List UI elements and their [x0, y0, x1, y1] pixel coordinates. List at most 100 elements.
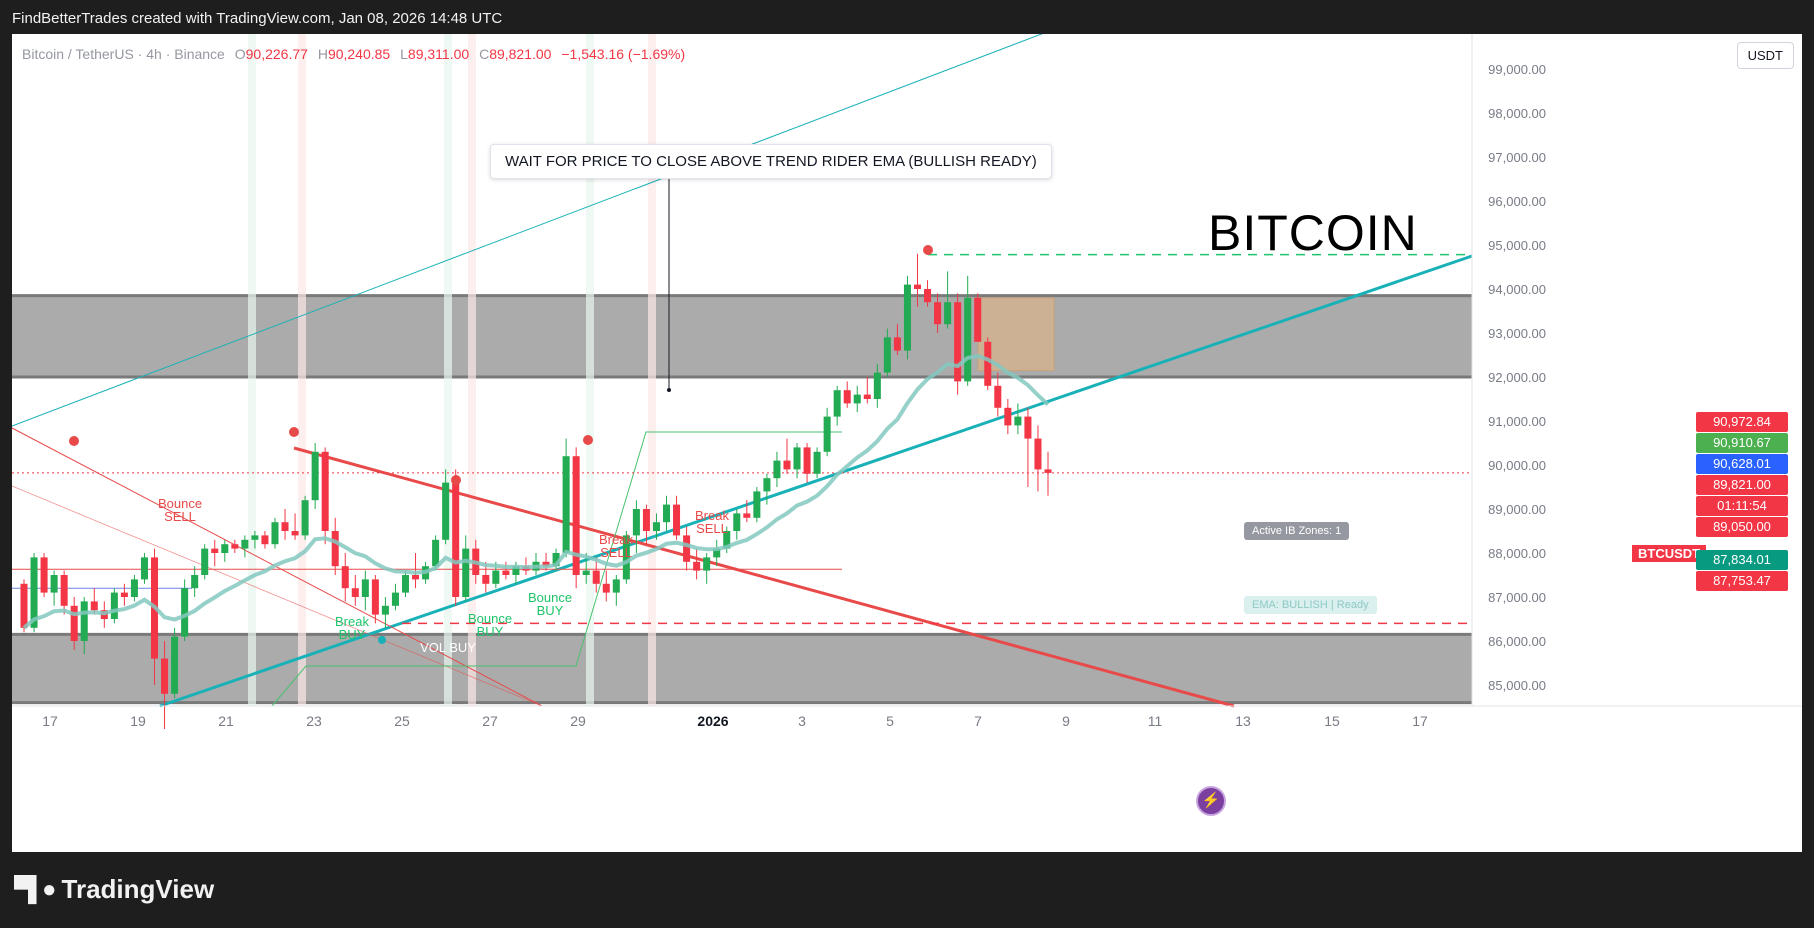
bounce-buy-label-1-1: BUY	[477, 624, 504, 639]
price-badge: 90,628.01	[1696, 454, 1788, 475]
candle-body	[974, 297, 982, 342]
x-tick-label: 25	[394, 713, 410, 729]
lightning-icon[interactable]: ⚡	[1196, 786, 1226, 816]
candle-body	[181, 588, 189, 637]
candle-body	[452, 482, 460, 597]
price-badge: 90,972.84	[1696, 412, 1788, 433]
candle-body	[562, 456, 570, 553]
chart-area[interactable]: Bounce SELL Break SELL Break SELL Break BUY Boun…	[12, 34, 1802, 852]
change-value: −1,543.16 (−1.69%)	[561, 46, 686, 62]
price-badge: 90,910.67	[1696, 433, 1788, 454]
candle-body	[673, 504, 681, 536]
candle-body	[642, 509, 650, 531]
x-tick-label: 17	[1412, 713, 1428, 729]
price-badge: 89,050.00	[1696, 517, 1788, 538]
green-range-outline	[271, 431, 842, 707]
symbol-price-tag: BTCUSDT	[1632, 545, 1707, 562]
candle-body	[954, 302, 962, 382]
break-buy-label-1: BUY	[339, 627, 366, 642]
break-sell-label-1-0: Break	[599, 532, 633, 547]
candle-body	[883, 337, 891, 373]
candle-body	[693, 561, 701, 571]
price-badge: 87,753.47	[1696, 571, 1788, 592]
candle-body	[1034, 438, 1042, 470]
candle-body	[130, 579, 138, 597]
candle-body	[412, 575, 420, 580]
break-sell-label-1-1: SELL	[600, 545, 632, 560]
falling-thin-line-2	[12, 485, 543, 707]
chart-title-text: BITCOIN	[1208, 205, 1418, 261]
candle-body	[391, 592, 399, 606]
zone-1	[12, 634, 1472, 703]
candle-body	[763, 478, 771, 492]
x-tick-label: 2026	[697, 713, 728, 729]
candle-body	[934, 302, 942, 325]
candle-body	[602, 583, 610, 593]
candle-body	[994, 385, 1002, 408]
candle-body	[803, 447, 811, 474]
candle-body	[321, 451, 329, 531]
y-tick-label: 89,000.00	[1488, 502, 1546, 517]
x-tick-label: 27	[482, 713, 498, 729]
candle-body	[964, 297, 972, 382]
candle-body	[90, 601, 98, 611]
signal-dot-3	[583, 435, 593, 445]
candle-body	[161, 658, 169, 694]
candle-body	[723, 531, 731, 549]
candle-body	[743, 513, 751, 518]
candle-body	[251, 535, 259, 540]
signal-highlight-5	[648, 34, 656, 706]
candle-body	[572, 456, 580, 575]
y-tick-label: 94,000.00	[1488, 282, 1546, 297]
candle-body	[512, 566, 520, 575]
candle-body	[442, 482, 450, 540]
candle-body	[843, 390, 851, 404]
zone-0	[12, 295, 1472, 377]
candle-body	[371, 579, 379, 615]
candle-body	[863, 394, 871, 399]
annotation-note[interactable]: WAIT FOR PRICE TO CLOSE ABOVE TREND RIDE…	[490, 144, 1052, 179]
signal-dot-0	[69, 436, 79, 446]
candle-body	[281, 522, 289, 531]
candle-body	[652, 522, 660, 531]
candle-body	[542, 561, 550, 567]
candle-body	[502, 570, 510, 575]
y-tick-label: 92,000.00	[1488, 370, 1546, 385]
signal-highlight-4	[586, 34, 594, 706]
x-tick-label: 7	[974, 713, 982, 729]
y-tick-label: 99,000.00	[1488, 62, 1546, 77]
candle-body	[261, 535, 269, 545]
open-value: 90,226.77	[245, 46, 308, 62]
signal-dot-4	[923, 245, 933, 255]
candle-body	[873, 372, 881, 399]
candle-body	[703, 557, 711, 571]
x-tick-label: 29	[570, 713, 586, 729]
candle-body	[783, 460, 791, 470]
candle-body	[110, 592, 118, 619]
candle-body	[592, 570, 600, 584]
candle-body	[50, 575, 58, 593]
high-label: H	[317, 46, 328, 62]
candle-body	[432, 539, 440, 567]
chart-caption: FindBetterTrades created with TradingVie…	[12, 10, 503, 27]
candle-body	[140, 557, 148, 580]
candle-body	[833, 390, 841, 417]
price-badge: 89,821.00	[1696, 475, 1788, 496]
candle-body	[401, 575, 410, 593]
y-tick-label: 90,000.00	[1488, 458, 1546, 473]
currency-button[interactable]: USDT	[1736, 42, 1794, 69]
candle-body	[1004, 407, 1012, 426]
price-chart[interactable]: BounceSELLBreakSELLBreakSELLBreakBUYBoun…	[12, 34, 1802, 852]
tradingview-logo[interactable]: ▀▌● TradingView	[14, 874, 214, 905]
y-tick-label: 95,000.00	[1488, 238, 1546, 253]
signal-highlight-2	[444, 34, 452, 706]
symbol-name: Bitcoin / TetherUS · 4h · Binance	[22, 46, 225, 62]
price-badge: 01:11:54	[1696, 496, 1788, 517]
open-label: O	[234, 46, 246, 62]
candle-body	[271, 522, 279, 545]
candle-body	[622, 535, 630, 580]
candle-body	[341, 566, 349, 589]
candle-body	[462, 548, 470, 597]
signal-highlight-0	[248, 34, 256, 706]
symbol-legend: Bitcoin / TetherUS · 4h · Binance O90,22…	[22, 46, 685, 62]
